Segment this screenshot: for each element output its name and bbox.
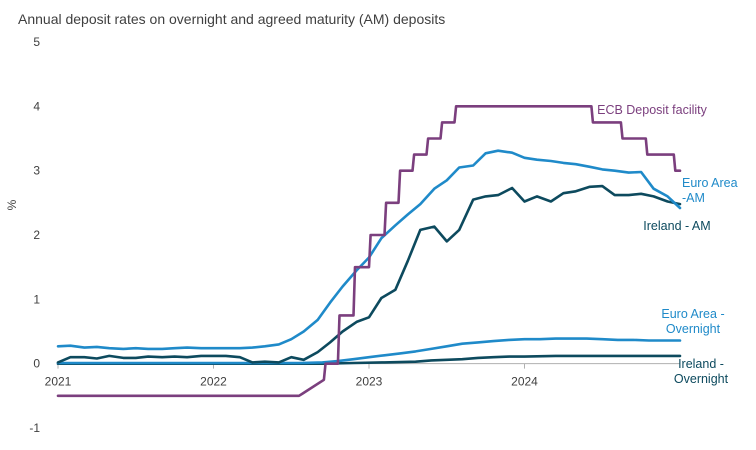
- y-axis-label: %: [5, 199, 19, 210]
- y-tick-label: 2: [33, 228, 40, 242]
- ecb-deposit-facility-line: [56, 105, 682, 398]
- y-tick-label: 4: [33, 99, 40, 113]
- x-axis-ticks: 2021 2022 2023 2024: [45, 363, 538, 389]
- y-tick-label: 0: [33, 357, 40, 371]
- chart-title: Annual deposit rates on overnight and ag…: [18, 11, 445, 27]
- x-tick-label: 2024: [511, 375, 538, 389]
- euro-area-overnight-label: Overnight: [666, 322, 721, 336]
- x-tick-label: 2022: [200, 375, 227, 389]
- series-lines: [56, 105, 682, 398]
- x-tick-label: 2023: [356, 375, 383, 389]
- euro-area-overnight-label: Euro Area -: [661, 307, 724, 321]
- x-tick-label: 2021: [45, 375, 72, 389]
- ireland-am-line: [56, 184, 682, 364]
- euro-area-am-label: -AM: [682, 191, 705, 205]
- y-tick-label: 3: [33, 164, 40, 178]
- y-tick-label: 5: [33, 35, 40, 49]
- ireland-overnight-label: Ireland -: [678, 357, 724, 371]
- y-tick-label: -1: [29, 421, 40, 435]
- ecb-deposit-facility-label: ECB Deposit facility: [597, 103, 708, 117]
- series-labels: ECB Deposit facility Euro Area-AM Ireland …: [597, 103, 738, 386]
- y-axis-ticks: 5 4 3 2 1 0 -1: [29, 35, 40, 435]
- ireland-am-label: Ireland - AM: [643, 219, 710, 233]
- ireland-overnight-label: Overnight: [674, 372, 729, 386]
- euro-area-am-label: Euro Area: [682, 176, 738, 190]
- y-tick-label: 1: [33, 292, 40, 306]
- euro-area-overnight-line: [56, 337, 682, 365]
